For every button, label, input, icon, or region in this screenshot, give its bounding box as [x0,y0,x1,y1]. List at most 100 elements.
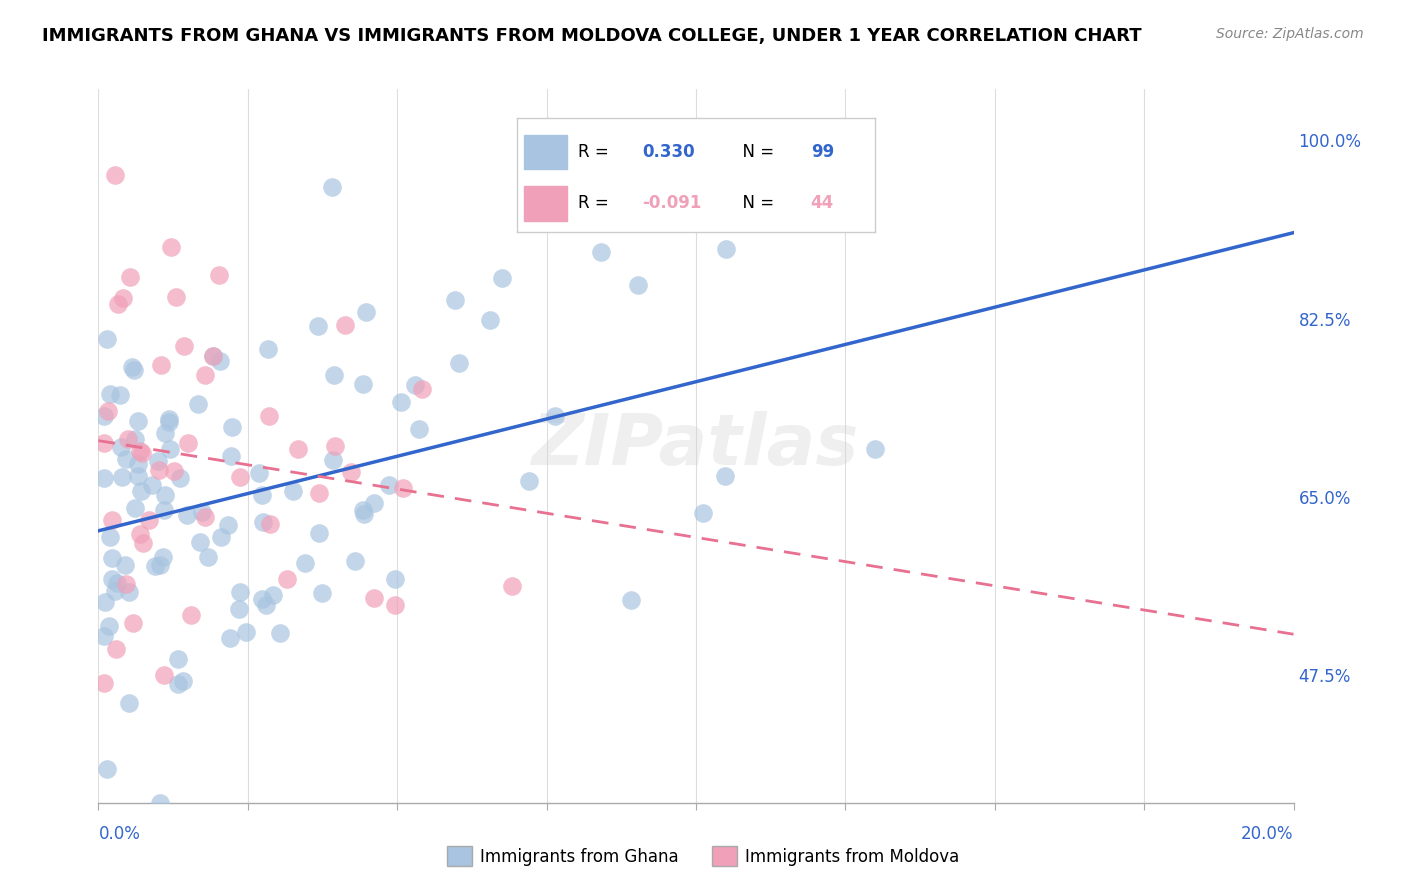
Point [389,395,412,409]
Point [173,339,195,353]
Point [250,592,273,607]
Point [384,573,406,587]
Point [478,313,501,327]
Point [384,599,406,613]
Point [127,414,149,428]
Point [221,420,243,434]
Point [167,677,190,691]
Point [254,599,277,613]
Point [692,506,714,520]
Point [100,530,122,544]
Point [165,290,187,304]
Point [93,675,115,690]
Point [118,270,141,285]
Point [132,535,155,549]
Point [187,397,209,411]
Point [180,607,202,622]
Point [152,503,174,517]
Point [217,518,239,533]
Point [93,409,115,423]
Point [128,443,150,458]
Text: IMMIGRANTS FROM GHANA VS IMMIGRANTS FROM MOLDOVA COLLEGE, UNDER 1 YEAR CORRELATI: IMMIGRANTS FROM GHANA VS IMMIGRANTS FROM… [42,27,1142,45]
Point [544,409,567,424]
Point [627,277,650,292]
Point [229,585,252,599]
Point [444,293,467,307]
Point [93,471,115,485]
Point [322,453,344,467]
Text: 0.0%: 0.0% [98,825,141,843]
Point [363,496,385,510]
Point [307,319,329,334]
Point [209,531,232,545]
Point [93,595,115,609]
Point [262,588,284,602]
Point [408,422,430,436]
Point [620,592,643,607]
Point [501,579,523,593]
Point [127,457,149,471]
Point [104,168,127,182]
Point [281,483,304,498]
Point [308,525,330,540]
Point [340,465,363,479]
Point [257,409,280,423]
Point [149,796,172,810]
Point [93,629,115,643]
Point [229,469,252,483]
Point [235,624,257,639]
Point [111,469,134,483]
Point [591,244,613,259]
Point [191,505,214,519]
Point [176,508,198,522]
Text: 20.0%: 20.0% [1241,825,1294,843]
Point [98,619,121,633]
Point [101,513,124,527]
Point [117,432,139,446]
Point [228,602,250,616]
Point [104,641,127,656]
Point [110,440,132,454]
Point [118,585,141,599]
Point [148,463,170,477]
Point [157,416,180,430]
Point [411,382,433,396]
Point [333,318,356,332]
Point [352,503,374,517]
Point [257,342,280,356]
Point [159,442,181,456]
Point [392,481,415,495]
Point [311,586,333,600]
Point [101,551,124,566]
Legend: Immigrants from Ghana, Immigrants from Moldova: Immigrants from Ghana, Immigrants from M… [439,838,967,875]
Point [323,368,346,383]
Point [716,243,738,257]
Point [250,488,273,502]
Point [153,488,176,502]
Point [124,501,146,516]
Point [491,270,513,285]
Point [294,556,316,570]
Point [150,358,173,372]
Point [131,446,153,460]
Point [166,652,188,666]
Point [98,387,121,401]
Point [308,486,330,500]
Point [202,349,225,363]
Point [141,478,163,492]
Point [160,240,183,254]
Point [378,478,401,492]
Point [163,463,186,477]
Point [152,550,174,565]
Point [96,332,118,346]
Point [128,526,150,541]
Point [865,442,887,456]
Point [194,368,217,382]
Point [447,356,470,370]
Point [172,673,194,688]
Point [101,572,124,586]
Point [197,549,219,564]
Point [97,404,120,418]
Point [96,762,118,776]
Point [188,535,211,549]
